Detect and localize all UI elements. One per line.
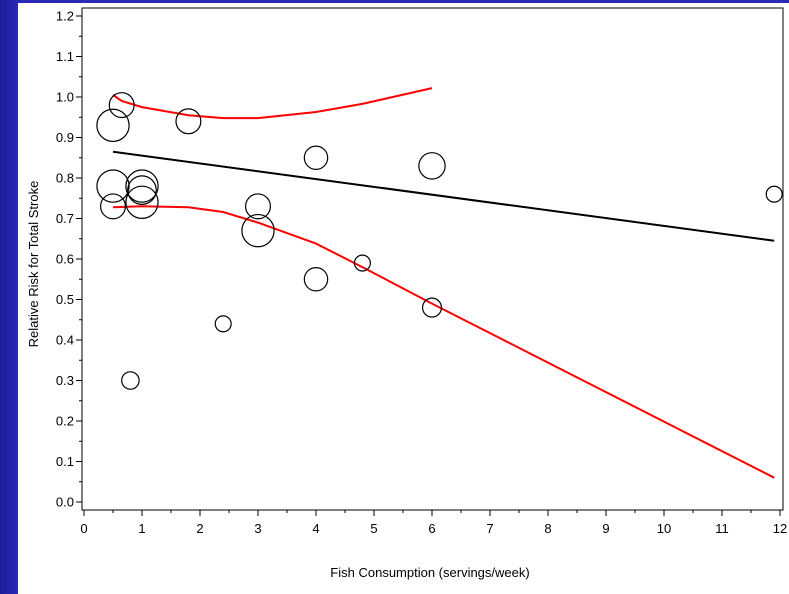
data-point bbox=[125, 169, 159, 203]
data-point bbox=[96, 108, 130, 143]
x-axis-title: Fish Consumption (servings/week) bbox=[330, 565, 529, 580]
axes bbox=[81, 7, 784, 511]
data-point bbox=[214, 315, 232, 333]
y-tick-label: 0.2 bbox=[56, 414, 74, 429]
data-point bbox=[121, 371, 140, 390]
x-tick-label: 7 bbox=[486, 521, 493, 536]
x-tick-label: 5 bbox=[370, 521, 377, 536]
data-point bbox=[245, 193, 272, 220]
data-point bbox=[418, 152, 446, 180]
y-tick-label: 0.0 bbox=[56, 495, 74, 510]
data-points bbox=[96, 92, 783, 390]
y-tick-label: 0.4 bbox=[56, 333, 74, 348]
x-tick-label: 4 bbox=[312, 521, 319, 536]
y-tick-label: 0.9 bbox=[56, 130, 74, 145]
data-point bbox=[241, 213, 275, 248]
data-point bbox=[303, 266, 329, 292]
y-tick-label: 0.1 bbox=[56, 454, 74, 469]
data-point bbox=[303, 145, 329, 171]
x-tick-label: 11 bbox=[715, 521, 729, 536]
y-axis-title: Relative Risk for Total Stroke bbox=[26, 181, 41, 348]
x-tick-label: 3 bbox=[254, 521, 261, 536]
data-point bbox=[421, 297, 443, 318]
data-point bbox=[125, 185, 159, 219]
x-tick-label: 12 bbox=[773, 521, 787, 536]
x-ticks: 0 1 2 3 4 5 6 7 8 9 10 11 12 bbox=[80, 510, 787, 536]
x-tick-label: 2 bbox=[196, 521, 203, 536]
data-point bbox=[765, 185, 783, 203]
frame-top-border bbox=[0, 0, 789, 3]
frame-left-border bbox=[0, 0, 18, 594]
y-tick-label: 0.5 bbox=[56, 292, 74, 307]
data-point bbox=[99, 193, 126, 220]
x-tick-label: 10 bbox=[657, 521, 671, 536]
data-point bbox=[175, 108, 202, 135]
lower-ci-line bbox=[112, 205, 775, 479]
x-tick-label: 1 bbox=[138, 521, 145, 536]
x-tick-label: 0 bbox=[80, 521, 87, 536]
y-tick-label: 0.6 bbox=[56, 252, 74, 267]
y-tick-label: 0.8 bbox=[56, 171, 74, 186]
regression-line bbox=[112, 150, 775, 242]
x-tick-label: 8 bbox=[544, 521, 551, 536]
x-tick-label: 9 bbox=[602, 521, 609, 536]
y-tick-label: 1.1 bbox=[56, 49, 74, 64]
plot-frame bbox=[81, 7, 784, 511]
data-point bbox=[127, 175, 157, 205]
y-tick-label: 0.3 bbox=[56, 373, 74, 388]
data-point bbox=[353, 254, 371, 272]
y-ticks: 0.0 0.1 0.2 0.3 0.4 0.5 0.6 0.7 0.8 0.9 1.0 1.1 1.2 bbox=[56, 9, 82, 510]
fit-lines bbox=[112, 87, 775, 479]
upper-ci-line bbox=[112, 87, 433, 120]
y-tick-label: 1.0 bbox=[56, 90, 74, 105]
data-point bbox=[108, 92, 135, 119]
y-tick-label: 0.7 bbox=[56, 211, 74, 226]
y-tick-label: 1.2 bbox=[56, 9, 74, 24]
data-point bbox=[96, 169, 130, 203]
x-tick-label: 6 bbox=[428, 521, 435, 536]
